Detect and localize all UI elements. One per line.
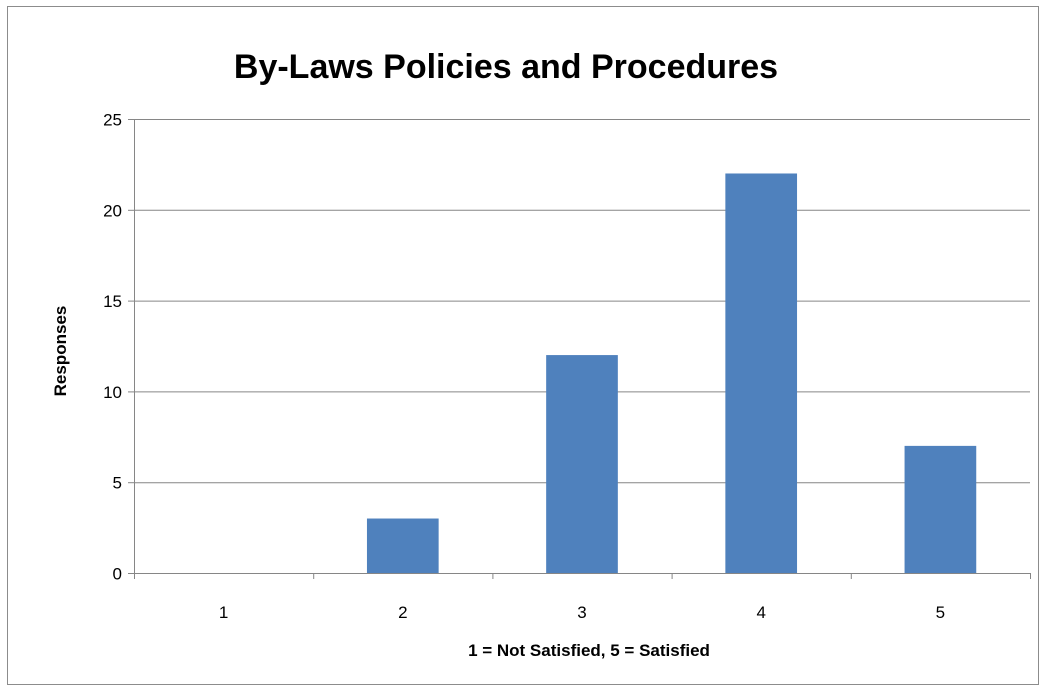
x-tick-label: 2 bbox=[398, 603, 407, 622]
y-tick-labels: 0 5 10 15 20 25 bbox=[103, 111, 122, 584]
y-tick-label: 15 bbox=[103, 292, 122, 311]
bar-2 bbox=[366, 518, 439, 573]
gridlines bbox=[134, 119, 1030, 484]
x-tick-label: 4 bbox=[756, 603, 765, 622]
x-tick-labels: 1 2 3 4 5 bbox=[219, 603, 945, 622]
bar-4 bbox=[725, 173, 798, 574]
y-tick-label: 10 bbox=[103, 383, 122, 402]
bar-3 bbox=[546, 355, 618, 573]
y-tick-label: 25 bbox=[103, 111, 122, 130]
x-axis-title: 1 = Not Satisfied, 5 = Satisfied bbox=[468, 641, 710, 660]
bar-chart: By-Laws Policies and Procedures 05101520… bbox=[51, 48, 1031, 660]
axes bbox=[128, 119, 1031, 579]
chart-title: By-Laws Policies and Procedures bbox=[234, 48, 778, 86]
x-tick-label: 1 bbox=[219, 603, 228, 622]
y-tick-label: 20 bbox=[103, 201, 122, 220]
x-tick-label: 3 bbox=[577, 603, 586, 622]
x-tick-label: 5 bbox=[936, 603, 945, 622]
y-tick-label: 5 bbox=[113, 474, 122, 493]
bar-5 bbox=[904, 445, 977, 573]
bars bbox=[366, 173, 977, 574]
y-tick-label: 0 bbox=[113, 565, 122, 584]
chart-frame: By-Laws Policies and Procedures 0 5 10 15 20… bbox=[7, 6, 1039, 685]
y-axis-title: Responses bbox=[51, 306, 70, 397]
